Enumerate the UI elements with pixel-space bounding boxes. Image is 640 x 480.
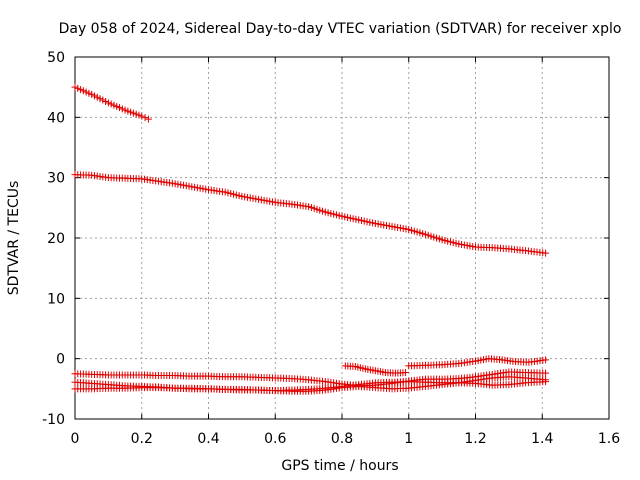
series-track-f [341,355,550,377]
data-point [542,376,550,384]
data-point [542,356,550,364]
x-tick-label: 1.6 [598,431,620,447]
y-axis-label: SDTVAR / TECUs [6,181,22,296]
series-track-e [71,373,550,395]
series-track-a [71,83,152,123]
x-tick-label: 0.8 [331,431,353,447]
data-point [144,115,152,123]
y-tick-label: 20 [47,231,65,247]
x-tick-label: 1.4 [531,431,553,447]
data-point [542,369,550,377]
x-tick-label: 0.6 [264,431,286,447]
plot-frame [74,56,610,420]
y-tick-label: 40 [47,110,65,126]
data-point [401,369,409,377]
data-point [138,112,146,120]
y-tick-label: -10 [42,412,65,428]
series-track-b [71,171,550,257]
x-tick-label: 0 [71,431,80,447]
x-tick-label: 0.4 [197,431,219,447]
grid [75,57,609,419]
x-axis-label: GPS time / hours [281,458,398,474]
tick-labels: 0 0.2 0.4 0.6 0.8 1 1.2 1.4 1.6 -10 0 10 20 30 40 50 [42,50,620,447]
y-tick-label: 0 [56,352,65,368]
data-point [141,114,149,122]
data-point [542,249,550,257]
chart-title: Day 058 of 2024, Sidereal Day-to-day VTE… [59,21,622,37]
y-tick-label: 30 [47,171,65,187]
x-tick-label: 1 [404,431,413,447]
y-tick-label: 10 [47,291,65,307]
x-tick-label: 1.2 [464,431,486,447]
data-marks [71,83,550,395]
x-tick-label: 0.2 [131,431,153,447]
y-tick-label: 50 [47,50,65,66]
